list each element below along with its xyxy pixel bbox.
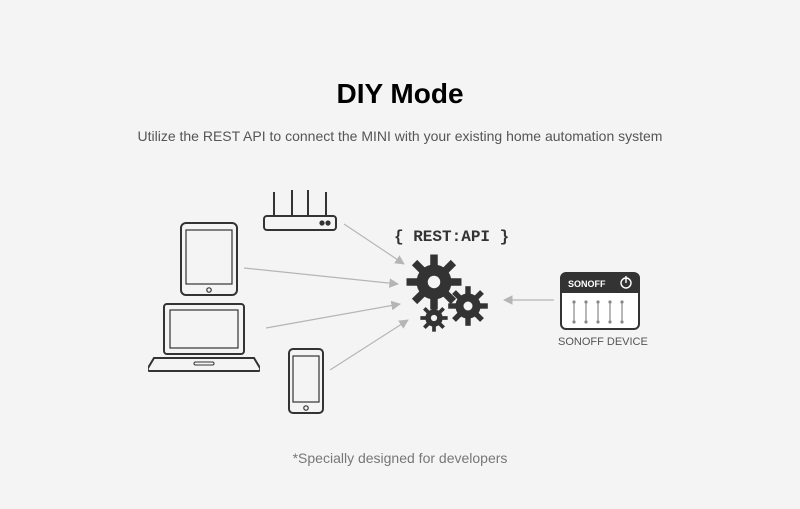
sonoff-device-icon: SONOFF — [560, 272, 640, 330]
footnote: *Specially designed for developers — [0, 450, 800, 466]
phone-icon — [288, 348, 324, 414]
device-brand-text: SONOFF — [568, 279, 606, 289]
router-icon — [260, 190, 340, 236]
tablet-icon — [180, 222, 238, 296]
diagram-canvas: SONOFF { REST:API } SONOFF DEVICE — [0, 180, 800, 440]
rest-api-label: { REST:API } — [394, 228, 509, 246]
gears-icon — [400, 252, 496, 338]
laptop-icon — [148, 302, 260, 374]
sonoff-device-label: SONOFF DEVICE — [558, 336, 648, 348]
page-title: DIY Mode — [0, 78, 800, 110]
page-subtitle: Utilize the REST API to connect the MINI… — [0, 128, 800, 144]
